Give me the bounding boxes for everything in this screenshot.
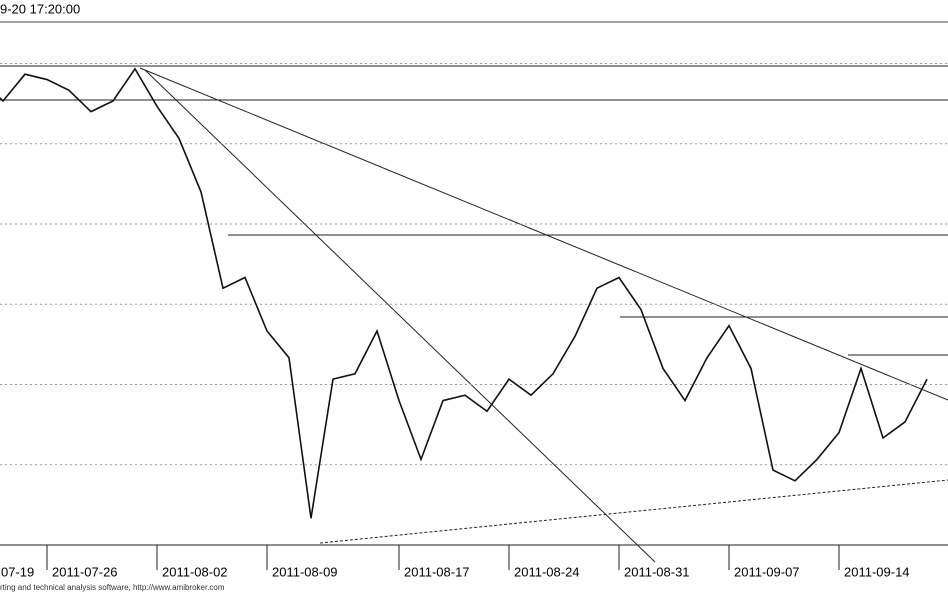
x-tick-label: 2011-07-26 [52, 564, 118, 579]
x-tick-label: 2011-08-09 [272, 564, 338, 579]
trend-line [144, 69, 656, 563]
drawings [0, 65, 948, 563]
trend-line [139, 67, 948, 401]
x-tick-label: 07-19 [1, 564, 34, 579]
trend-line [319, 479, 948, 544]
chart-title: 9-20 17:20:00 [0, 1, 80, 16]
x-tick-label: 2011-09-14 [844, 564, 910, 579]
x-tick-label: 2011-08-02 [162, 564, 228, 579]
x-tick-label: 2011-09-07 [734, 564, 800, 579]
footer: rting and technical analysis software, h… [0, 583, 225, 592]
x-tick-label: 2011-08-31 [624, 564, 690, 579]
price-line [0, 67, 928, 519]
x-tick-label: 2011-08-17 [404, 564, 470, 579]
x-tick-label: 2011-08-24 [514, 564, 580, 579]
